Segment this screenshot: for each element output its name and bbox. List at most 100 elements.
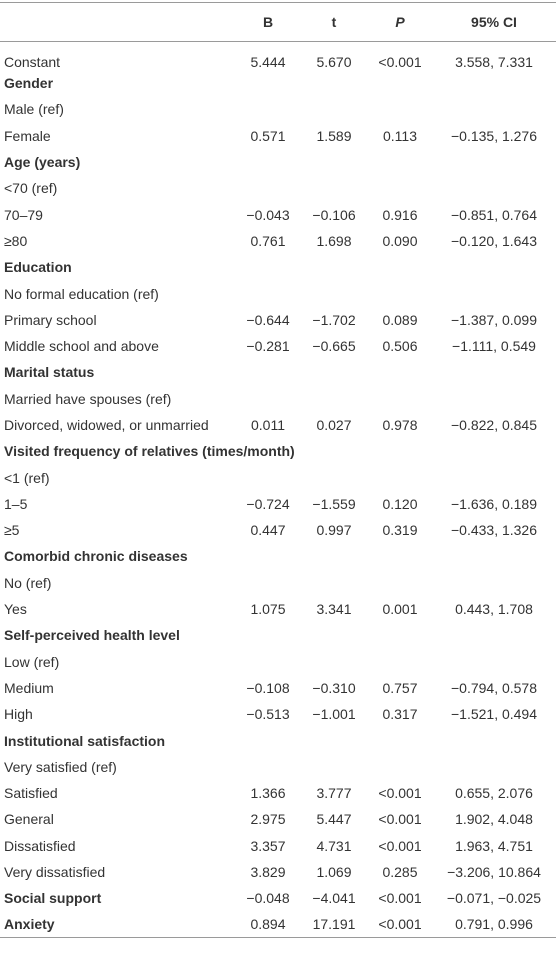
empty-cell bbox=[300, 96, 368, 122]
row-label: Marital status bbox=[4, 364, 95, 381]
empty-cell bbox=[300, 149, 368, 175]
row-label: Middle school and above bbox=[4, 338, 159, 355]
group-row: Institutional satisfaction bbox=[0, 727, 556, 753]
cell: <0.001 bbox=[378, 54, 422, 70]
row-label: Gender bbox=[4, 75, 54, 92]
empty-cell bbox=[300, 70, 368, 96]
group-row: Low (ref) bbox=[0, 649, 556, 675]
empty-cell bbox=[432, 727, 556, 753]
empty-cell bbox=[368, 727, 432, 753]
empty-cell bbox=[432, 570, 556, 596]
cell: 0.761 bbox=[250, 232, 286, 249]
empty-cell bbox=[432, 96, 556, 122]
cell: 0.978 bbox=[382, 417, 418, 433]
group-row: Married have spouses (ref) bbox=[0, 386, 556, 412]
empty-cell bbox=[368, 438, 432, 464]
empty-cell bbox=[236, 254, 300, 280]
empty-cell bbox=[432, 254, 556, 280]
cell: 3.341 bbox=[316, 601, 352, 618]
row-label: ≥5 bbox=[4, 522, 20, 539]
empty-cell bbox=[432, 649, 556, 675]
cell: −0.724 bbox=[246, 495, 290, 512]
group-row: Age (years) bbox=[0, 149, 556, 175]
data-row: Divorced, widowed, or unmarried 0.011 0.02… bbox=[0, 412, 556, 438]
empty-cell bbox=[236, 386, 300, 412]
row-label: No formal education (ref) bbox=[4, 285, 159, 302]
empty-cell bbox=[368, 649, 432, 675]
data-row: Middle school and above −0.281 −0.665 0.506… bbox=[0, 333, 556, 359]
empty-cell bbox=[432, 175, 556, 201]
empty-cell bbox=[432, 280, 556, 306]
row-label: Yes bbox=[4, 601, 27, 618]
empty-cell bbox=[236, 570, 300, 596]
empty-cell bbox=[432, 70, 556, 96]
cell: −0.108 bbox=[246, 679, 290, 696]
cell: 17.191 bbox=[312, 916, 356, 933]
empty-cell bbox=[432, 438, 556, 464]
cell: 0.011 bbox=[251, 417, 285, 433]
empty-cell bbox=[368, 386, 432, 412]
group-row: Comorbid chronic diseases bbox=[0, 543, 556, 569]
cell: −0.310 bbox=[312, 679, 356, 696]
empty-cell bbox=[300, 754, 368, 780]
cell: −0.120, 1.643 bbox=[450, 232, 538, 249]
cell: 0.506 bbox=[382, 338, 418, 355]
cell: 1.366 bbox=[250, 785, 286, 802]
cell: −0.043 bbox=[246, 206, 290, 223]
row-label: Male (ref) bbox=[4, 101, 64, 118]
cell: 0.089 bbox=[382, 311, 418, 328]
data-row: Satisfied 1.366 3.777 <0.001 0.655, 2.076 bbox=[0, 780, 556, 806]
group-row: No formal education (ref) bbox=[0, 280, 556, 306]
empty-cell bbox=[368, 280, 432, 306]
data-row: Primary school −0.644 −1.702 0.089 −1.387, 0… bbox=[0, 307, 556, 333]
group-row: Marital status bbox=[0, 359, 556, 385]
row-label: General bbox=[4, 811, 54, 828]
group-row: Very satisfied (ref) bbox=[0, 754, 556, 780]
row-label: <70 (ref) bbox=[4, 180, 58, 197]
cell: −0.048 bbox=[246, 890, 290, 907]
empty-cell bbox=[368, 622, 432, 648]
row-label: Visited frequency of relatives (times/mo… bbox=[4, 443, 295, 460]
data-row: Anxiety 0.894 17.191 <0.001 0.791, 0.996 bbox=[0, 912, 556, 938]
cell: 0.791, 0.996 bbox=[455, 916, 533, 933]
cell: −0.644 bbox=[246, 311, 290, 328]
header-cell bbox=[0, 3, 236, 42]
empty-cell bbox=[300, 175, 368, 201]
group-row: No (ref) bbox=[0, 570, 556, 596]
row-label: Married have spouses (ref) bbox=[4, 390, 172, 407]
cell: 1.902, 4.048 bbox=[455, 811, 533, 828]
cell: −0.822, 0.845 bbox=[450, 417, 538, 433]
cell: −0.281 bbox=[246, 338, 290, 355]
cell: 0.655, 2.076 bbox=[455, 785, 533, 802]
empty-cell bbox=[368, 543, 432, 569]
empty-cell bbox=[300, 359, 368, 385]
data-row: Dissatisfied 3.357 4.731 <0.001 1.963, 4.751 bbox=[0, 833, 556, 859]
cell: 0.447 bbox=[250, 522, 286, 539]
data-row: Female 0.571 1.589 0.113 −0.135, 1.276 bbox=[0, 123, 556, 149]
cell: 0.120 bbox=[382, 495, 418, 512]
empty-cell bbox=[368, 149, 432, 175]
cell: 5.447 bbox=[316, 811, 352, 828]
row-label: Institutional satisfaction bbox=[4, 732, 166, 749]
data-row: Yes 1.075 3.341 0.001 0.443, 1.708 bbox=[0, 596, 556, 622]
column-header: t bbox=[331, 14, 337, 30]
empty-cell bbox=[368, 570, 432, 596]
cell: 0.997 bbox=[316, 522, 352, 539]
empty-cell bbox=[300, 438, 368, 464]
row-label: Low (ref) bbox=[4, 653, 60, 670]
row-label: Medium bbox=[4, 679, 54, 696]
data-row: Very dissatisfied 3.829 1.069 0.285 −3.206, … bbox=[0, 859, 556, 885]
cell: <0.001 bbox=[378, 916, 422, 933]
empty-cell bbox=[236, 149, 300, 175]
empty-cell bbox=[368, 359, 432, 385]
empty-cell bbox=[368, 70, 432, 96]
cell: 0.757 bbox=[382, 679, 418, 696]
row-label: High bbox=[4, 706, 33, 723]
cell: −0.106 bbox=[312, 206, 356, 223]
group-row: Self-perceived health level bbox=[0, 622, 556, 648]
cell: −0.071, −0.025 bbox=[446, 890, 542, 907]
cell: <0.001 bbox=[378, 785, 422, 802]
row-label: Dissatisfied bbox=[4, 837, 76, 854]
cell: 0.285 bbox=[382, 864, 418, 881]
